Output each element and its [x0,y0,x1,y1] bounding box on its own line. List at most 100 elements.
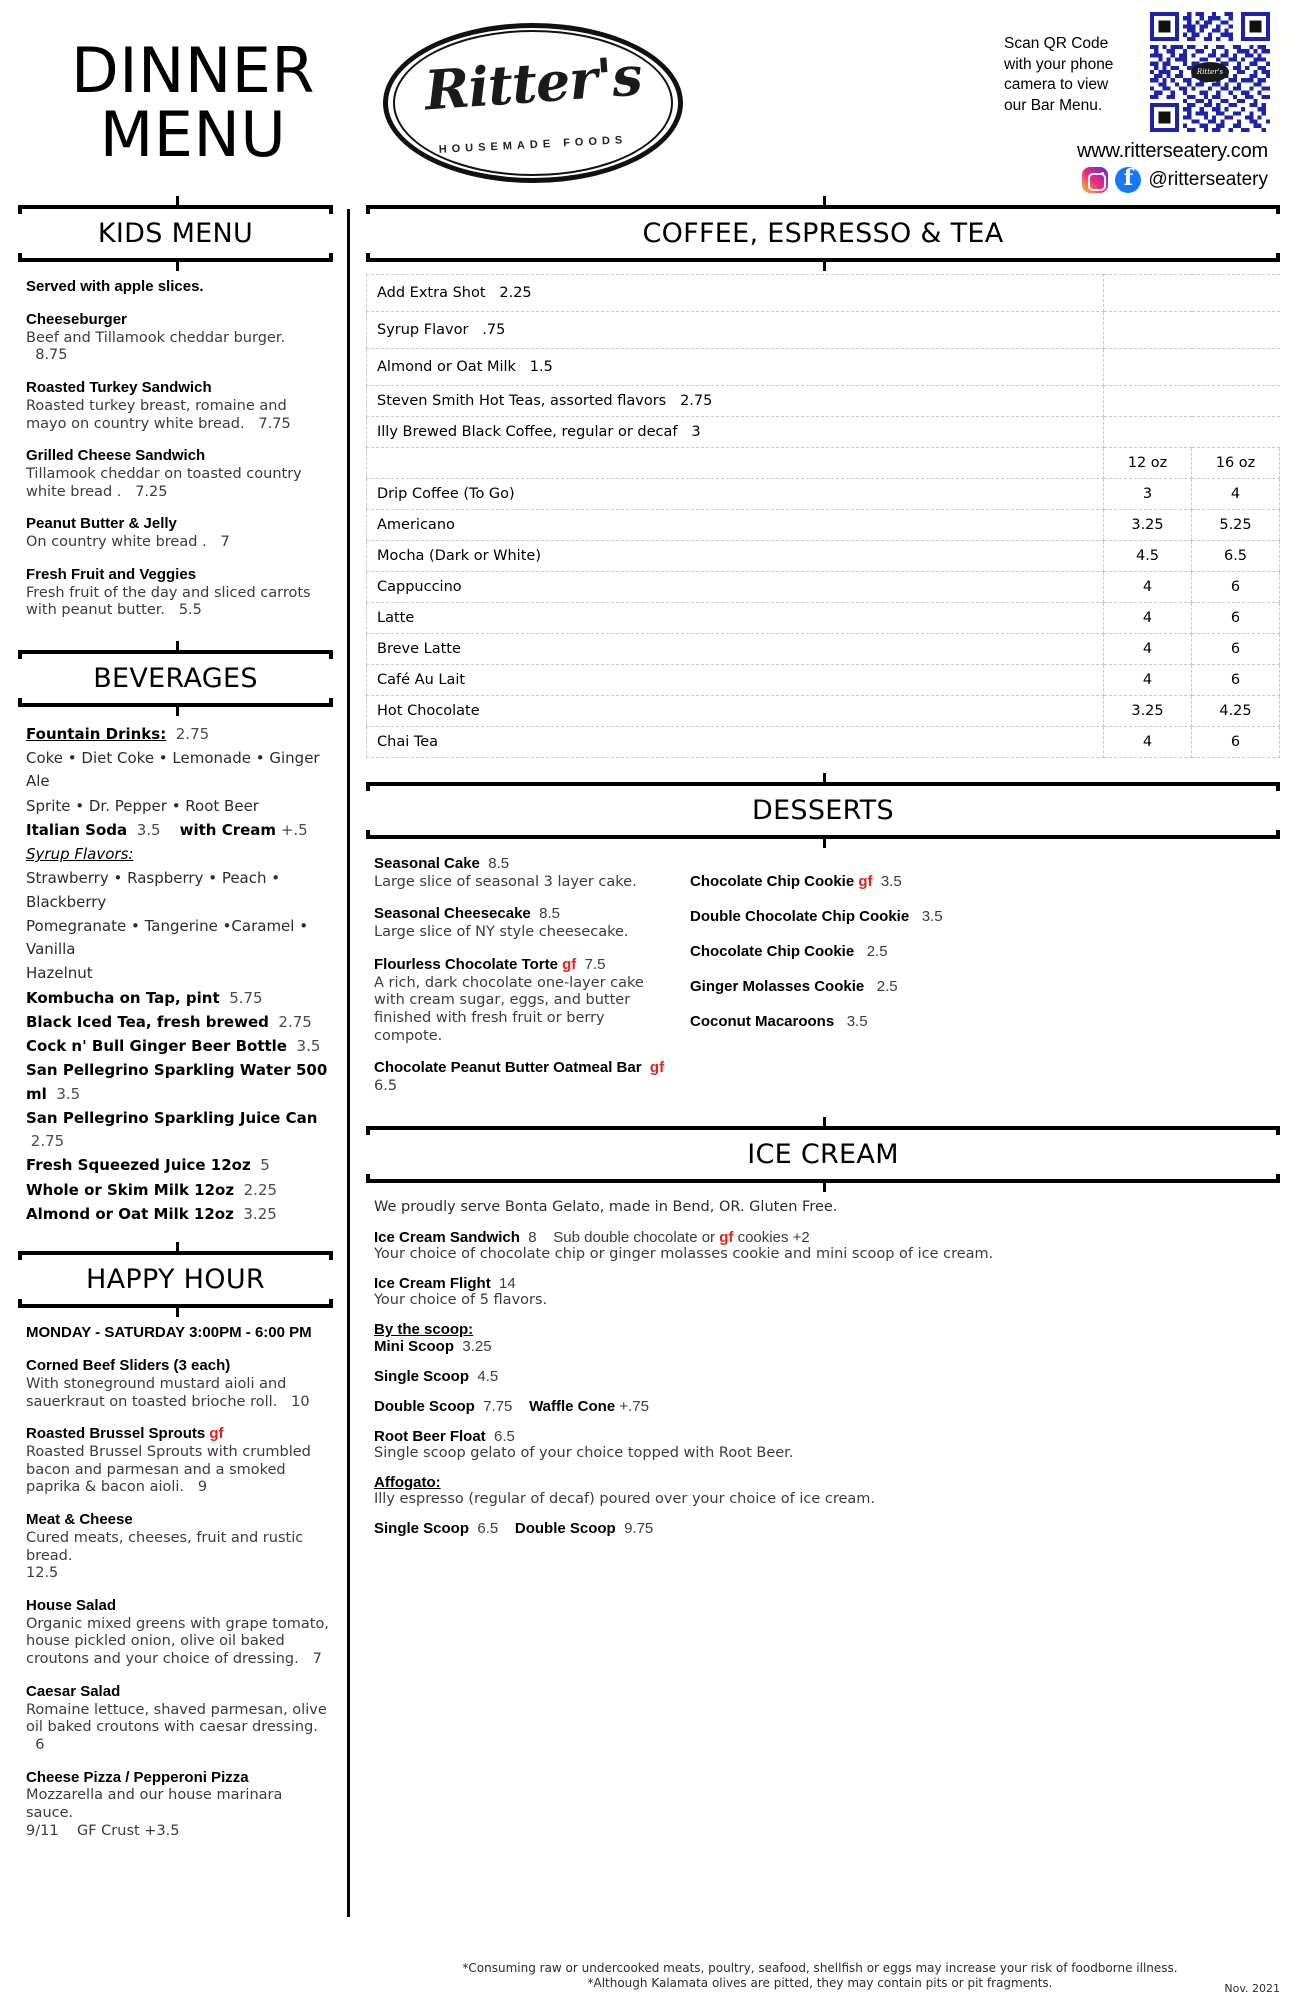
table-row: Steven Smith Hot Teas, assorted flavors … [366,385,1280,417]
cookie-price: 3.5 [880,873,902,890]
affogato-price-row: Single Scoop 6.5 Double Scoop 9.75 [374,1520,1277,1537]
beverage-price: 3.5 [296,1037,321,1056]
menu-item: Seasonal Cake 8.5 Large slice of seasona… [374,855,674,891]
section-header-beverages: BEVERAGES [18,640,333,716]
title-line-1: DINNER [70,33,316,107]
drink-price-16oz: 5.25 [1191,509,1280,541]
desserts-left-column: Seasonal Cake 8.5 Large slice of seasona… [374,855,674,1110]
double-scoop-price: 7.75 [483,1397,513,1415]
beverage-line: Coke • Diet Coke • Lemonade • Ginger Ale [26,749,320,791]
qr-instructions: Scan QR Code with your phone camera to v… [1004,35,1114,114]
cookie-item: Ginger Molasses Cookie 2.5 [690,978,1274,995]
item-price: 9/11 [26,1822,59,1839]
addon-label: Add Extra Shot [377,285,486,301]
beverage-price: 3.25 [243,1204,277,1223]
menu-item: Seasonal Cheesecake 8.5 Large slice of N… [374,905,674,941]
beverage-label: San Pellegrino Sparkling Water 500 ml [26,1061,328,1103]
item-price: 10 [291,1393,310,1410]
item-desc: Tillamook cheddar on toasted country whi… [26,466,330,501]
beverage-line: Fresh Squeezed Juice 12oz 5 [26,1154,330,1177]
item-name-text: Chocolate Peanut Butter Oatmeal Bar [374,1059,642,1077]
menu-body: KIDS MENU Served with apple slices. Chee… [0,196,1294,1965]
beverage-price: 5.75 [229,988,263,1007]
item-desc-text: On country white bread . [26,534,207,551]
affogato-desc: Illy espresso (regular of decaf) poured … [374,1490,876,1507]
instagram-icon[interactable] [1082,167,1109,193]
website-link[interactable]: www.ritterseatery.com [1076,140,1268,162]
facebook-icon[interactable] [1115,165,1142,193]
item-desc: Beef and Tillamook cheddar burger. 8.75 [26,330,330,365]
waffle-cone-price: +.75 [619,1397,649,1415]
item-name: Ice Cream Sandwich 8 Sub double chocolat… [374,1229,1277,1246]
item-desc: Cured meats, cheeses, fruit and rustic b… [26,1530,330,1583]
item-name: Cheeseburger [26,311,127,328]
beverages-title: BEVERAGES [93,662,258,694]
cookie-item: Double Chocolate Chip Cookie 3.5 [690,908,1274,925]
table-row: Latte 4 6 [366,602,1280,634]
happy-hour-schedule: MONDAY - SATURDAY 3:00PM - 6:00 PM [26,1324,312,1342]
affogato-single-label: Single Scoop [374,1519,470,1537]
kids-menu-title: KIDS MENU [97,218,254,249]
scoop-item: Single Scoop 4.5 [374,1368,1277,1385]
item-name-text: Roasted Brussel Sprouts [26,1425,206,1443]
item-desc-text: Roasted Brussel Sprouts with crumbled ba… [26,1444,311,1496]
item-name: Caesar Salad [26,1682,121,1700]
beverage-label: Almond or Oat Milk 12oz [26,1204,234,1223]
beverage-line: Black Iced Tea, fresh brewed 2.75 [26,1011,330,1034]
beverage-line: Strawberry • Raspberry • Peach • Blackbe… [26,869,281,911]
menu-item: Ice Cream Sandwich 8 Sub double chocolat… [374,1229,1277,1262]
empty-cell [1191,385,1280,417]
menu-item: Ice Cream Flight 14 Your choice of 5 fla… [374,1275,1277,1308]
drink-price-12oz: 4 [1103,726,1192,758]
item-desc: A rich, dark chocolate one-layer cake wi… [374,974,644,1044]
item-name-text: Seasonal Cheesecake [374,905,531,923]
beverage-price: 2.25 [243,1180,278,1199]
qr-code-icon[interactable]: Ritter's [1150,12,1270,132]
table-row: Drip Coffee (To Go) 3 4 [366,478,1280,510]
social-handle[interactable]: @ritterseatery [1148,169,1268,190]
beverage-price: 3.5 [56,1084,81,1103]
section-header-happy-hour: HAPPY HOUR [18,1242,333,1318]
cookie-name: Coconut Macaroons [690,1013,835,1030]
beverage-label: Fountain Drinks: [26,724,167,743]
item-name: Cheese Pizza / Pepperoni Pizza [26,1768,249,1786]
drink-price-16oz: 6 [1191,726,1280,758]
item-desc-text: With stoneground mustard aioli and sauer… [26,1375,287,1410]
scoop-row: Single Scoop 4.5 [374,1368,1277,1385]
sandwich-sub-pre: Sub double chocolate or [553,1228,716,1246]
cookie-price: 3.5 [846,1013,868,1030]
item-name: Seasonal Cheesecake 8.5 [374,905,674,924]
single-price-row: Steven Smith Hot Teas, assorted flavors … [366,385,1104,417]
menu-item: Cheeseburger Beef and Tillamook cheddar … [26,311,330,365]
addon-price: .75 [482,322,506,338]
item-desc: Roasted turkey breast, romaine and mayo … [26,398,330,433]
item-name: Ice Cream Flight 14 [374,1275,1277,1292]
menu-item: Roasted Turkey Sandwich Roasted turkey b… [26,379,330,433]
drink-price-16oz: 4 [1191,478,1280,510]
item-desc-text: Tillamook cheddar on toasted country whi… [26,466,302,500]
item-price-extra: GF Crust +3.5 [77,1822,180,1839]
beverage-line: San Pellegrino Sparkling Juice Can 2.75 [26,1107,330,1154]
beverage-label: San Pellegrino Sparkling Juice Can [26,1108,318,1127]
item-price: 8.5 [539,905,560,923]
single-price-row: Illy Brewed Black Coffee, regular or dec… [366,416,1104,448]
item-desc: Your choice of 5 flavors. [374,1291,548,1308]
menu-item: Cheese Pizza / Pepperoni Pizza Mozzarell… [26,1769,330,1841]
item-name-text: Ice Cream Flight [374,1274,491,1292]
item-desc: Large slice of seasonal 3 layer cake. [374,873,637,890]
syrup-flavors-label: Syrup Flavors: [26,845,134,864]
scoop-label: Mini Scoop [374,1337,454,1355]
left-column: KIDS MENU Served with apple slices. Chee… [18,196,333,1965]
cookie-item: Chocolate Chip Cookie gf 3.5 [690,873,1274,890]
cookie-name: Chocolate Chip Cookie [690,873,855,890]
menu-item: Grilled Cheese Sandwich Tillamook chedda… [26,447,330,501]
page-title: DINNER MENU [18,33,368,171]
beverage-price: 2.75 [175,724,210,743]
single-label: Steven Smith Hot Teas, assorted flavors [377,393,667,409]
item-price: 7.25 [135,483,168,500]
item-desc: Mozzarella and our house marinara sauce.… [26,1787,330,1840]
menu-item: Roasted Brussel Sprouts gf Roasted Bruss… [26,1425,330,1497]
title-line-2: MENU [99,97,287,171]
beverage-price: 2.75 [278,1012,312,1031]
cookie-name: Double Chocolate Chip Cookie [690,908,910,925]
